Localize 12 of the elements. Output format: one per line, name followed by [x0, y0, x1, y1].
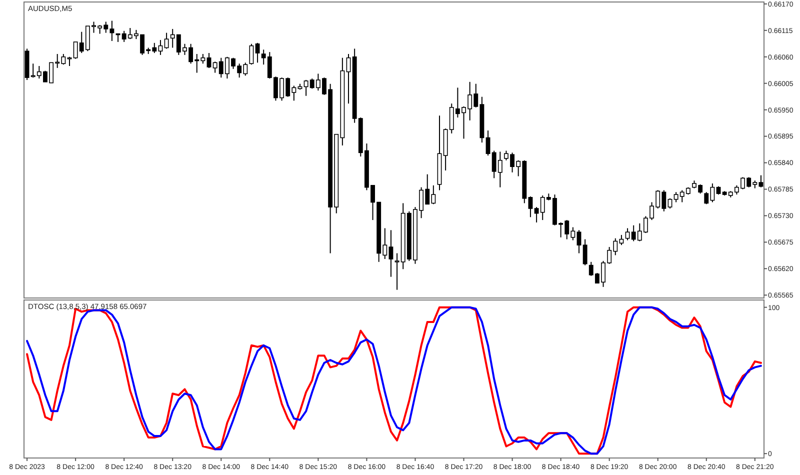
candlestick	[582, 238, 588, 266]
candlestick	[164, 32, 169, 50]
candlestick	[486, 130, 490, 156]
candlestick	[255, 42, 260, 64]
candlestick	[206, 52, 212, 68]
candlestick	[576, 230, 582, 254]
candlestick	[625, 228, 630, 241]
candlestick	[158, 40, 163, 56]
candlestick	[668, 198, 672, 209]
candlestick	[346, 53, 351, 104]
candlestick	[249, 43, 254, 66]
candlestick	[528, 196, 533, 218]
